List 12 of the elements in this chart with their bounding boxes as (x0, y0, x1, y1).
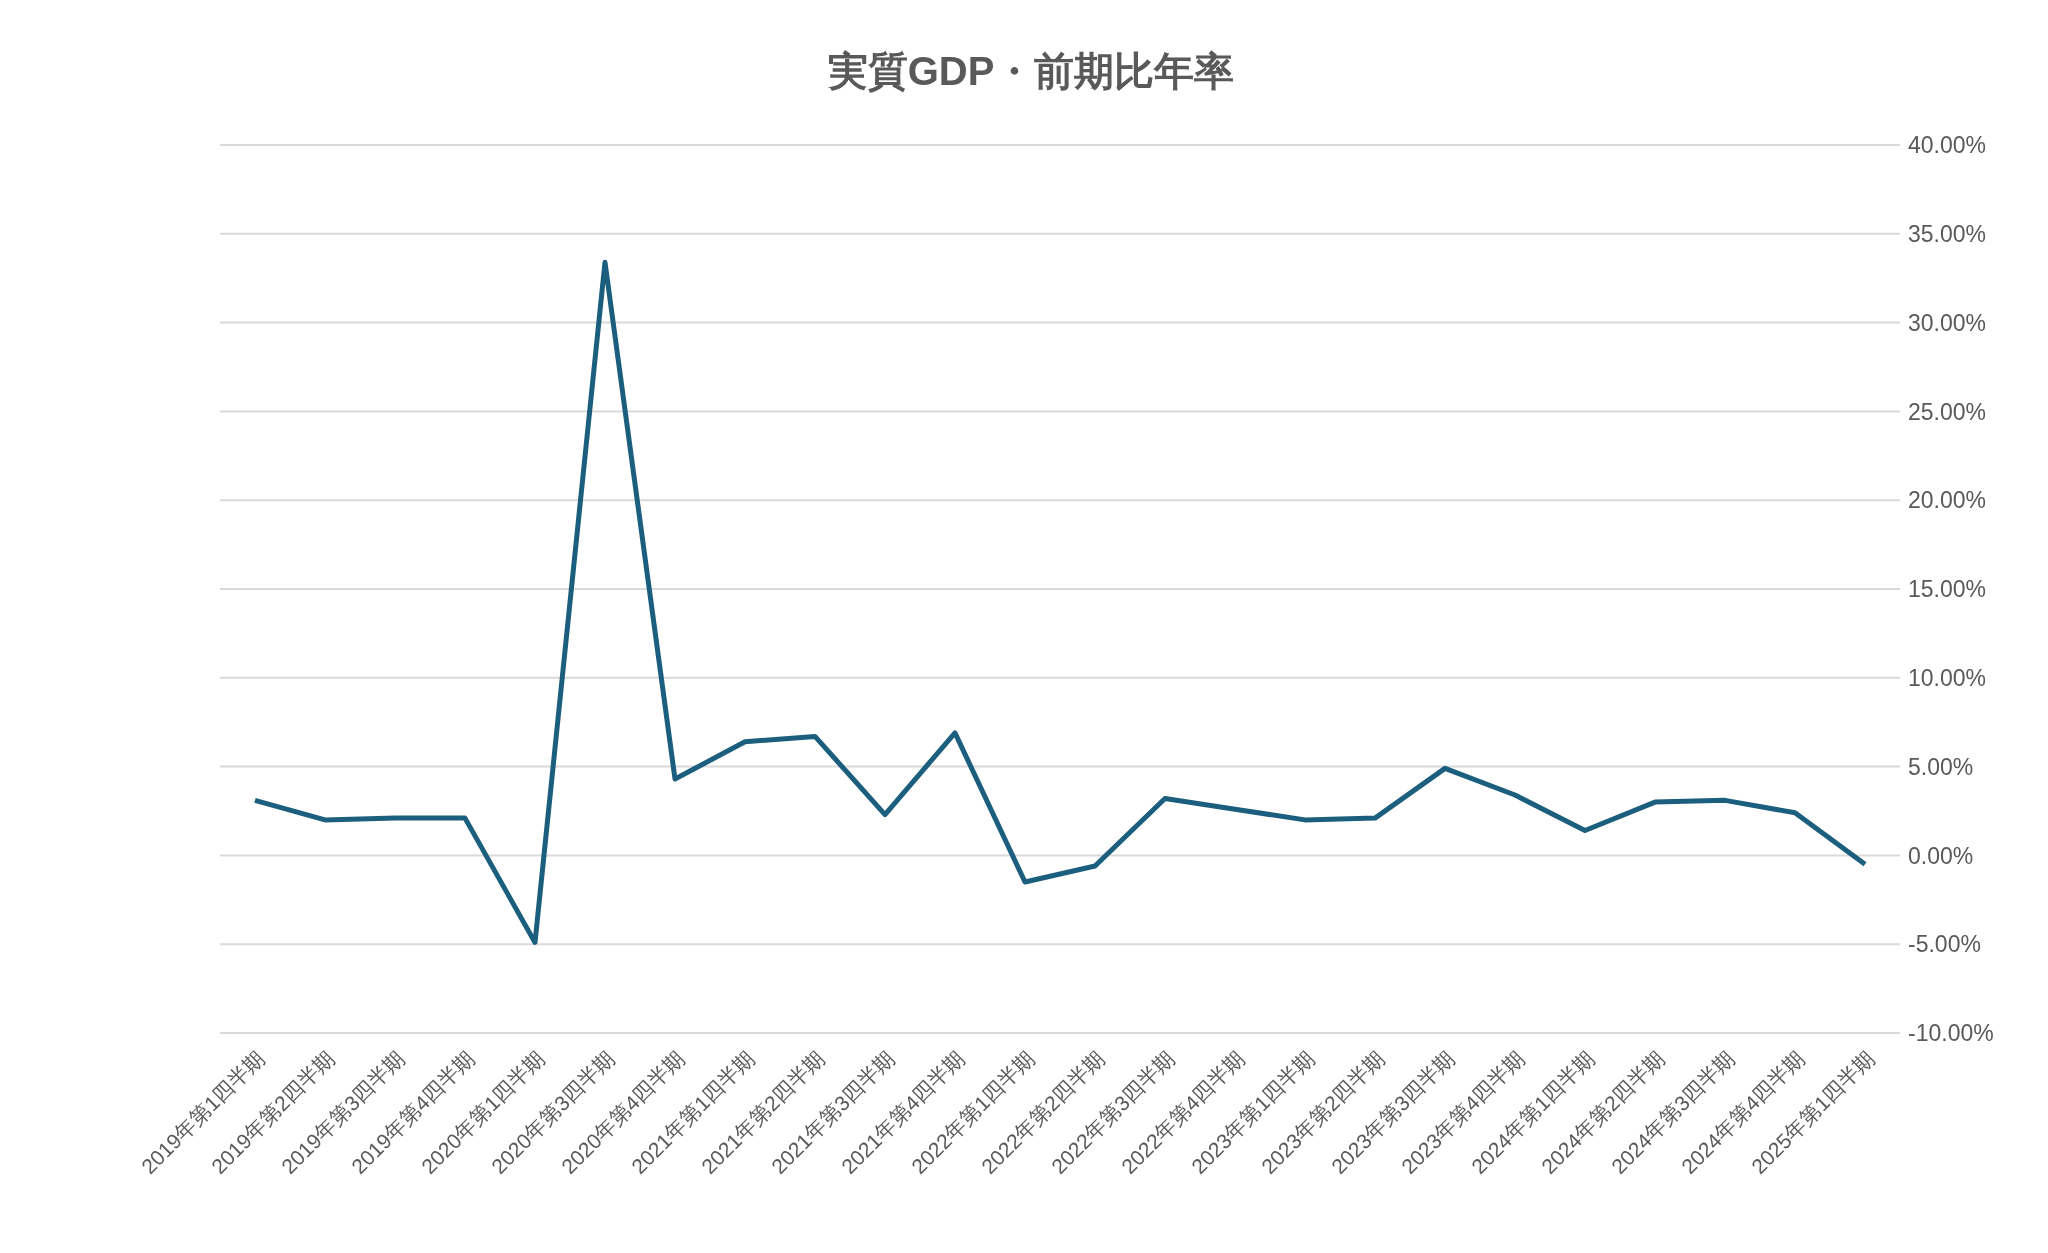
y-tick-label: 35.00% (1908, 220, 1987, 247)
y-tick-label: 30.00% (1908, 309, 1987, 336)
y-tick-label: 15.00% (1908, 576, 1987, 603)
y-tick-label: 25.00% (1908, 398, 1987, 425)
y-tick-label: 10.00% (1908, 664, 1987, 691)
y-tick-label: 20.00% (1908, 487, 1987, 514)
y-tick-label: -5.00% (1908, 931, 1981, 958)
y-tick-label: 40.00% (1908, 132, 1987, 159)
y-tick-label: -10.00% (1908, 1020, 1994, 1047)
chart-title: 実質GDP・前期比年率 (826, 48, 1236, 95)
y-tick-label: 5.00% (1908, 753, 1974, 780)
y-tick-label: 0.00% (1908, 842, 1974, 869)
